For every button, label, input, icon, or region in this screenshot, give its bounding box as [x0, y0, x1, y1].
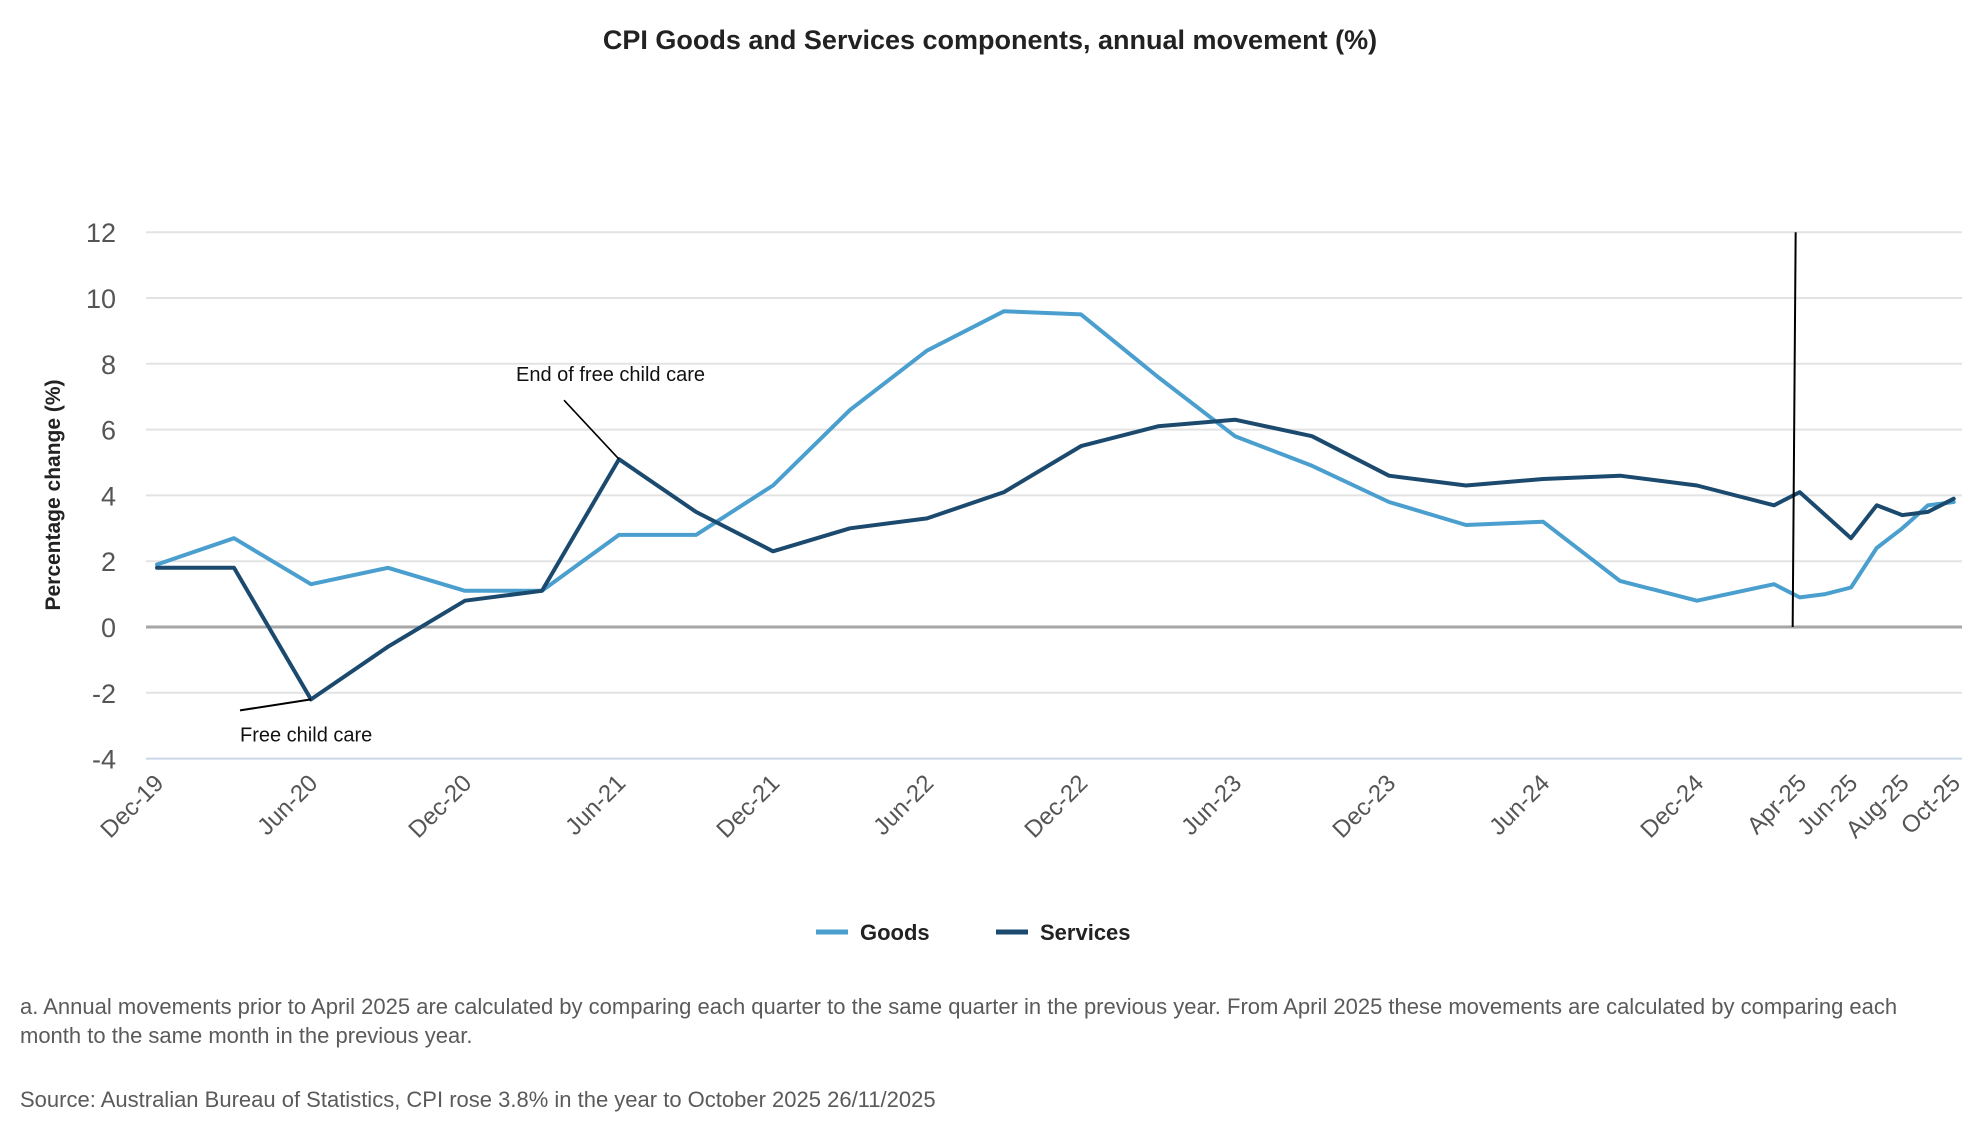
y-tick-label: 10 — [86, 284, 116, 314]
legend-item-services[interactable]: Services — [996, 920, 1131, 945]
chart-title: CPI Goods and Services components, annua… — [603, 25, 1377, 55]
y-tick-label: 12 — [86, 218, 116, 248]
x-tick-label: Jun-22 — [868, 770, 939, 841]
legend-item-goods[interactable]: Goods — [816, 920, 930, 945]
y-tick-label: -4 — [92, 745, 116, 775]
legend: Goods Services — [816, 920, 1131, 945]
x-tick-label: Dec-21 — [711, 770, 785, 844]
x-tick-label: Dec-24 — [1635, 770, 1709, 844]
series-line-services — [155, 417, 1956, 702]
y-tick-label: -2 — [92, 679, 116, 709]
x-tick-label: Dec-20 — [403, 770, 477, 844]
annotation-free-child-care: Free child care — [240, 724, 372, 746]
annotation-leader-free-child-care — [239, 698, 312, 712]
y-axis-ticks: -4 -2 0 2 4 6 8 10 12 — [86, 218, 116, 774]
x-tick-label: Dec-22 — [1019, 770, 1093, 844]
reference-line — [1791, 232, 1797, 628]
x-tick-label: Dec-23 — [1327, 770, 1401, 844]
series-line-goods — [155, 309, 1956, 603]
x-tick-label: Dec-19 — [95, 770, 169, 844]
series-lines — [155, 309, 1956, 702]
annotations: Free child care End of free child care — [239, 364, 705, 746]
y-tick-label: 6 — [101, 416, 116, 446]
y-axis-label: Percentage change (%) — [42, 379, 65, 610]
legend-label-goods: Goods — [860, 920, 930, 945]
x-tick-label: Jun-24 — [1484, 770, 1555, 841]
x-tick-label: Jun-20 — [252, 770, 323, 841]
footnote-a: a. Annual movements prior to April 2025 … — [20, 994, 1898, 1048]
x-axis-ticks: Dec-19 Jun-20 Dec-20 Jun-21 Dec-21 Jun-22 Dec-… — [95, 770, 1965, 844]
y-tick-label: 0 — [101, 613, 116, 643]
x-tick-label: Jun-23 — [1176, 770, 1247, 841]
gridlines — [146, 231, 1962, 760]
annotation-end-free-child-care: End of free child care — [516, 364, 705, 386]
x-tick-label: Jun-21 — [560, 770, 631, 841]
legend-label-services: Services — [1040, 920, 1131, 945]
source-note: Source: Australian Bureau of Statistics,… — [20, 1087, 936, 1112]
y-tick-label: 8 — [101, 350, 116, 380]
annotation-leader-end-free-child-care — [563, 399, 620, 460]
x-tick-label: Oct-25 — [1896, 770, 1966, 840]
reference-vertical-line — [1791, 232, 1797, 628]
y-tick-label: 2 — [101, 547, 116, 577]
y-tick-label: 4 — [101, 481, 116, 511]
